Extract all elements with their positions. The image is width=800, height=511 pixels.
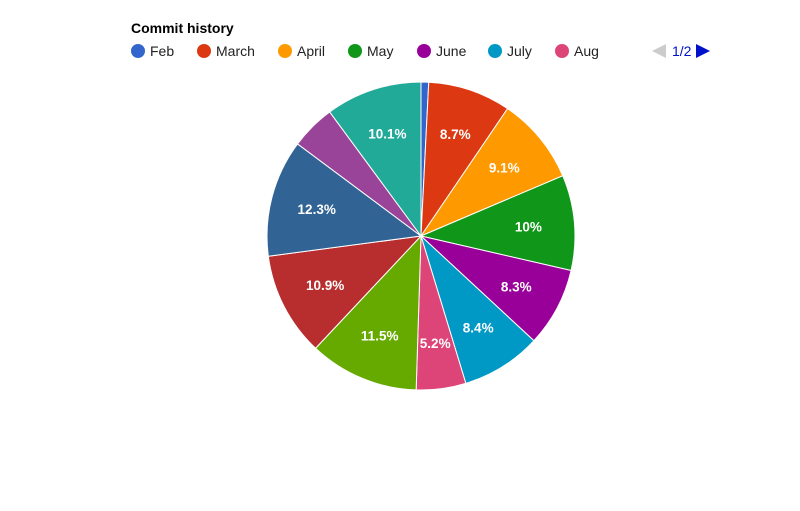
- legend-swatch: [555, 44, 569, 58]
- pie-slice-march[interactable]: [420, 81, 509, 238]
- chart-title: Commit history: [131, 20, 234, 36]
- legend-item-aug[interactable]: Aug: [555, 43, 599, 59]
- pie-slice-12[interactable]: [329, 81, 422, 238]
- pager-prev-arrow-icon[interactable]: [652, 44, 666, 58]
- slice-value-label: 10.9%: [306, 278, 344, 293]
- slice-value-label: 9.1%: [489, 161, 520, 176]
- legend-swatch: [348, 44, 362, 58]
- pie-slice-8[interactable]: [314, 234, 422, 391]
- legend-item-june[interactable]: June: [417, 43, 467, 59]
- slice-value-label: 11.5%: [361, 329, 399, 344]
- legend-label: Feb: [150, 43, 174, 59]
- legend-label: Aug: [574, 43, 599, 59]
- legend-item-march[interactable]: March: [197, 43, 255, 59]
- legend-item-april[interactable]: April: [278, 43, 325, 59]
- pie-slice-may[interactable]: [419, 175, 576, 272]
- legend-item-july[interactable]: July: [488, 43, 532, 59]
- legend-label: July: [507, 43, 532, 59]
- legend-pager: 1/2: [652, 43, 710, 59]
- slice-value-label: 8.4%: [463, 320, 494, 335]
- slice-value-label: 12.3%: [298, 202, 336, 217]
- pie-slices: [266, 81, 576, 391]
- legend-label: June: [436, 43, 467, 59]
- legend-label: April: [297, 43, 325, 59]
- legend-swatch: [131, 44, 145, 58]
- legend-label: May: [367, 43, 393, 59]
- legend-label: March: [216, 43, 255, 59]
- legend-item-may[interactable]: May: [348, 43, 393, 59]
- pie-slice-labels: 8.7% 9.1% 10% 8.3% 8.4% 5.2% 11.5% 10.9% 12.3% 10…: [298, 127, 542, 351]
- slice-value-label: 10%: [515, 220, 542, 235]
- slice-value-label: 8.7%: [440, 127, 471, 142]
- pager-next-arrow-icon[interactable]: [696, 44, 710, 58]
- legend: Feb March April May June July Aug: [131, 43, 599, 59]
- pie-slice-april[interactable]: [419, 107, 564, 238]
- slice-value-label: 5.2%: [420, 336, 451, 351]
- pie-slice-10[interactable]: [266, 143, 423, 257]
- legend-item-feb[interactable]: Feb: [131, 43, 174, 59]
- pie-slice-9[interactable]: [267, 235, 423, 349]
- legend-swatch: [278, 44, 292, 58]
- slice-value-label: 10.1%: [368, 127, 406, 142]
- legend-page-indicator: 1/2: [672, 43, 692, 59]
- legend-swatch: [197, 44, 211, 58]
- slice-value-label: 8.3%: [501, 279, 532, 294]
- legend-swatch: [488, 44, 502, 58]
- legend-swatch: [417, 44, 431, 58]
